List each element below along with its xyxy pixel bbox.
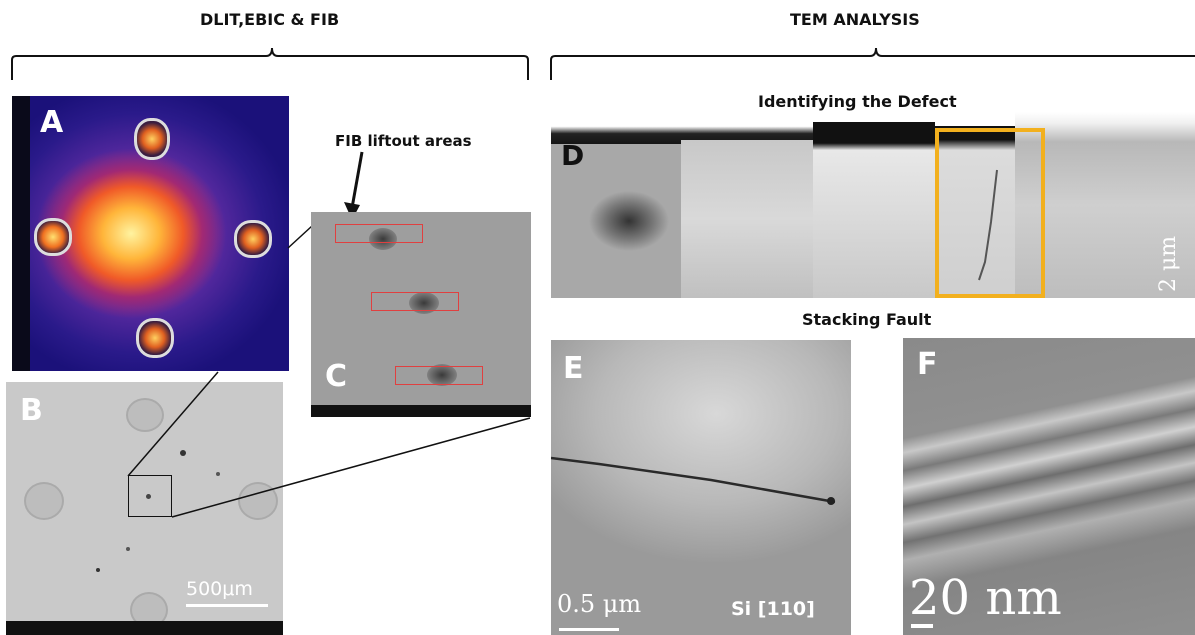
- defect-spot: [126, 547, 130, 551]
- subtitle-identifying: Identifying the Defect: [758, 92, 957, 111]
- liftout-box: [371, 292, 459, 311]
- tem-tile: [1015, 112, 1195, 298]
- contact-pad: [24, 482, 64, 520]
- defect-spot: [427, 364, 457, 386]
- subtitle-stacking-fault: Stacking Fault: [802, 310, 932, 329]
- left-brace: [11, 47, 529, 80]
- scale-bar-label: 0.5 μm: [557, 590, 642, 618]
- panel-e-tem-image: E 0.5 μm Si [110]: [551, 340, 851, 635]
- panel-letter: F: [917, 347, 938, 382]
- scale-bar: [559, 628, 619, 631]
- grouping-braces: [11, 47, 1195, 80]
- panel-a-dlit-map: A: [12, 96, 289, 371]
- contact-pad: [34, 218, 72, 256]
- defect-spot: [216, 472, 220, 476]
- defect-spot: [146, 494, 151, 499]
- panel-f-hrtem-image: F 20 nm: [903, 338, 1195, 635]
- sem-info-bar: [6, 621, 283, 635]
- scale-bar-label: 20 nm: [909, 570, 1062, 626]
- header-right: TEM ANALYSIS: [790, 10, 920, 29]
- liftout-box: [335, 224, 423, 243]
- right-brace: [550, 47, 1195, 80]
- panel-b-ebic-image: B 500μm: [6, 382, 283, 635]
- scale-bar: [911, 624, 933, 628]
- contact-pad: [134, 118, 170, 160]
- crystal-orientation-label: Si [110]: [731, 598, 815, 620]
- panel-c-sem-image: C: [311, 212, 531, 417]
- tem-tile: [813, 122, 935, 298]
- scale-bar-label: 500μm: [186, 578, 253, 600]
- contact-pad: [126, 398, 164, 432]
- header-left: DLIT,EBIC & FIB: [200, 10, 340, 29]
- contact-pad: [238, 482, 278, 520]
- liftout-box: [395, 366, 483, 385]
- contact-pad: [136, 318, 174, 358]
- panel-letter: C: [325, 359, 348, 394]
- tem-tile: [681, 140, 813, 298]
- panel-letter: D: [561, 139, 585, 172]
- panel-d-tem-montage: D 2 μm: [551, 112, 1195, 298]
- arrow-icon: [344, 151, 364, 220]
- panel-letter: E: [563, 351, 584, 386]
- dark-edge: [12, 96, 30, 371]
- tem-tile: [551, 144, 681, 298]
- scale-bar: [186, 604, 268, 607]
- stacking-fault-line: [551, 456, 836, 505]
- defect-spot: [409, 292, 439, 314]
- panel-letter: B: [20, 393, 43, 428]
- scale-bar-label: 2 μm: [1156, 235, 1181, 292]
- defect-highlight-box: [935, 128, 1045, 298]
- defect-spot: [96, 568, 100, 572]
- defect-spot: [369, 228, 397, 250]
- zoom-region-box: [128, 475, 172, 517]
- sem-info-bar: [311, 405, 531, 417]
- stacking-fault-line: [978, 169, 998, 281]
- defect-spot: [180, 450, 186, 456]
- contact-pad: [234, 220, 272, 258]
- panel-letter: A: [40, 105, 64, 140]
- fib-liftout-label: FIB liftout areas: [335, 132, 472, 150]
- tem-tile: [935, 126, 1015, 298]
